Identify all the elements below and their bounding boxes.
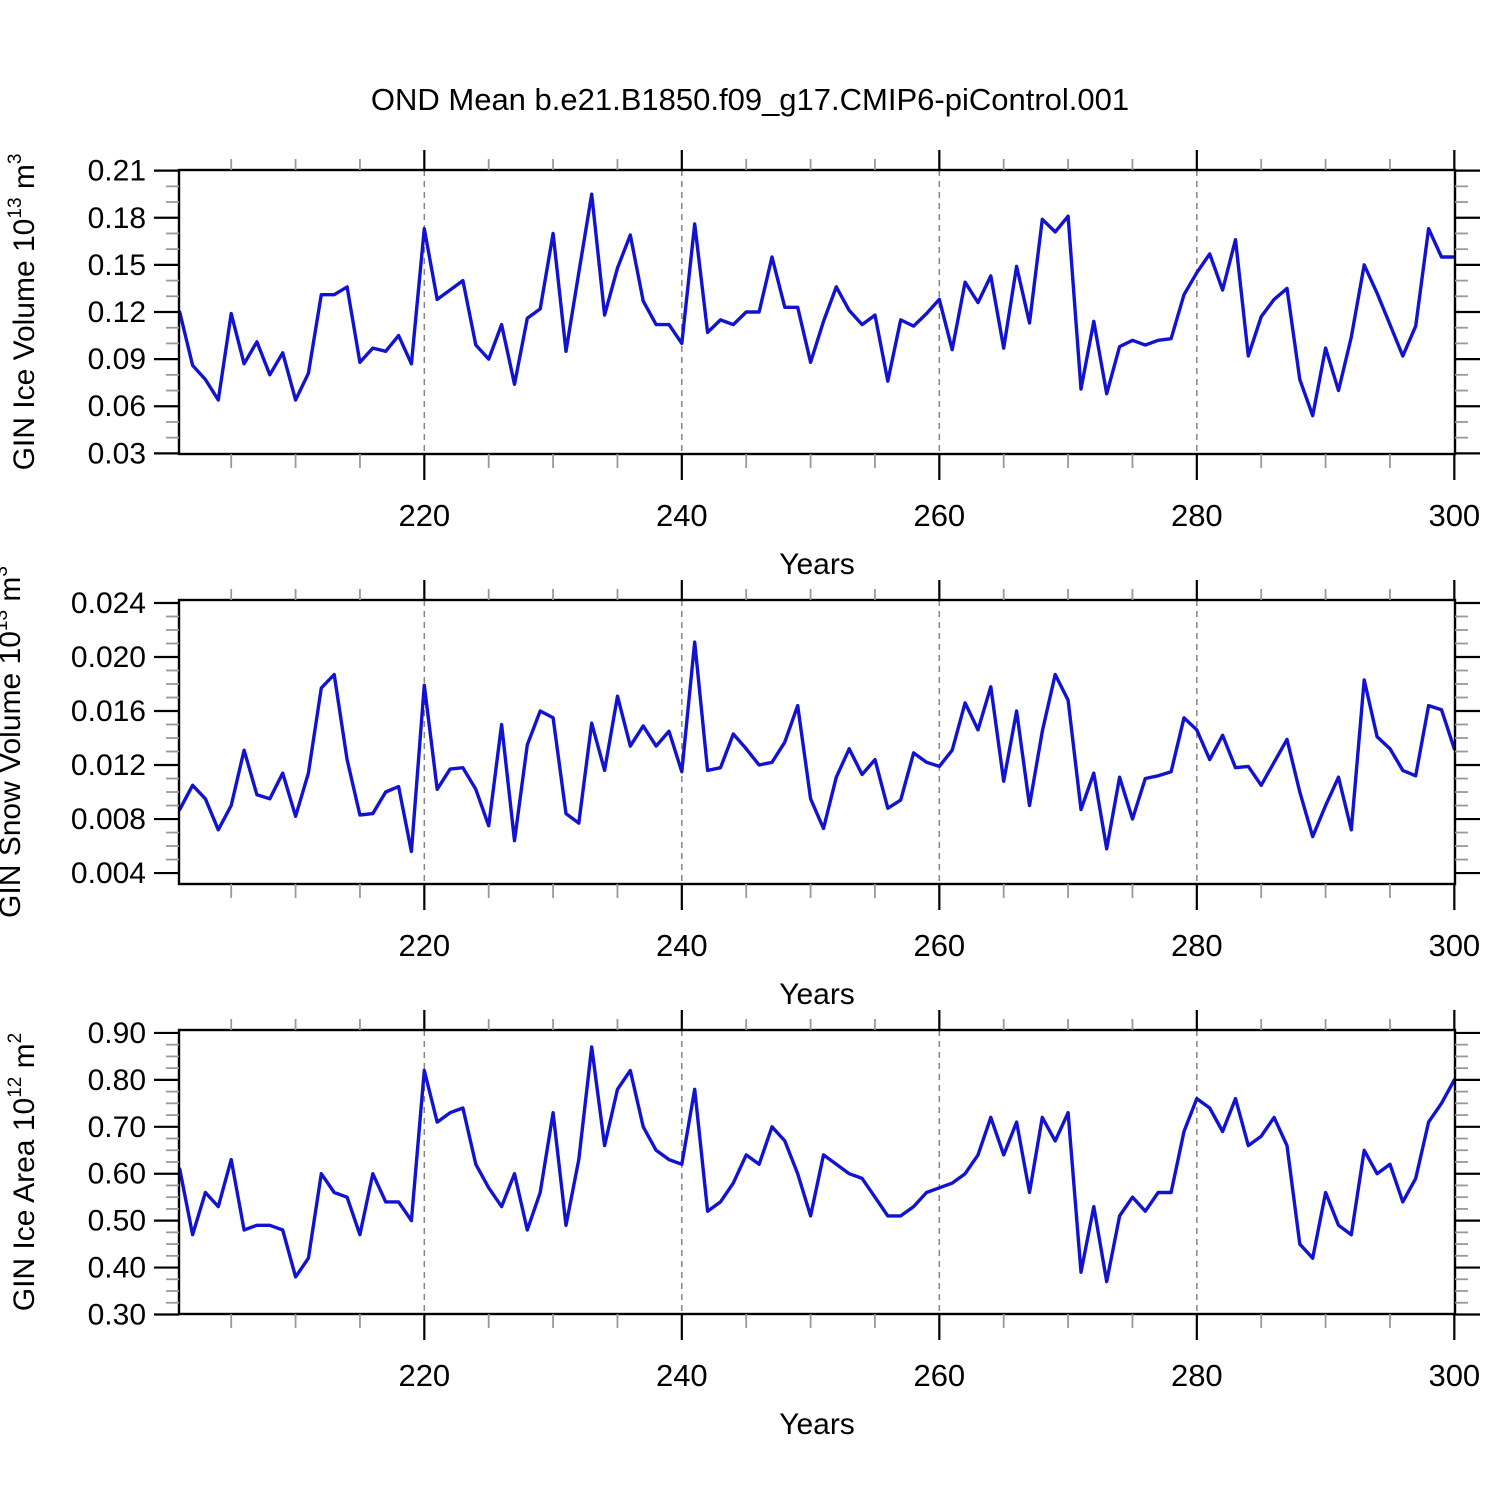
x-axis-label-panel3: Years — [779, 1408, 855, 1441]
x-tick-label: 220 — [398, 498, 450, 533]
data-line-gin-ice-volume — [177, 192, 1457, 418]
x-tick-label: 300 — [1428, 928, 1480, 963]
y-tick-label: 0.024 — [71, 587, 146, 620]
y-tick-label: 0.15 — [88, 249, 146, 282]
y-tick-label: 0.40 — [88, 1252, 146, 1285]
x-tick-label: 260 — [913, 928, 965, 963]
y-tick-label: 0.03 — [88, 437, 146, 470]
y-tick-label: 0.09 — [88, 343, 146, 376]
panel-box — [177, 598, 1457, 886]
x-axis-label-panel1: Years — [779, 548, 855, 581]
x-tick-label: 280 — [1171, 498, 1223, 533]
y-tick-label: 0.70 — [88, 1111, 146, 1144]
y-tick-label: 0.012 — [71, 749, 146, 782]
x-tick-label: 260 — [913, 498, 965, 533]
x-tick-label: 300 — [1428, 1358, 1480, 1393]
y-tick-label: 0.12 — [88, 296, 146, 329]
y-tick-label: 0.016 — [71, 695, 146, 728]
y-tick-label: 0.004 — [71, 857, 146, 890]
y-tick-label: 0.18 — [88, 202, 146, 235]
y-axis-label: GIN Snow Volume 1013 m3 — [0, 566, 27, 918]
panel-box — [177, 1028, 1457, 1316]
y-axis-label: GIN Ice Volume 1013 m3 — [5, 154, 41, 471]
x-tick-label: 220 — [398, 1358, 450, 1393]
y-tick-label: 0.60 — [88, 1158, 146, 1191]
x-tick-label: 300 — [1428, 498, 1480, 533]
figure-title: OND Mean b.e21.B1850.f09_g17.CMIP6-piCon… — [370, 82, 1130, 117]
y-tick-label: 0.008 — [71, 803, 146, 836]
x-tick-label: 240 — [656, 1358, 708, 1393]
x-tick-label: 220 — [398, 928, 450, 963]
x-axis-label-panel2: Years — [779, 978, 855, 1011]
x-tick-label: 280 — [1171, 928, 1223, 963]
y-tick-label: 0.06 — [88, 390, 146, 423]
y-tick-label: 0.020 — [71, 641, 146, 674]
y-axis-label: GIN Ice Area 1012 m2 — [5, 1033, 41, 1312]
data-line-gin-snow-volume — [177, 640, 1457, 854]
x-tick-label: 260 — [913, 1358, 965, 1393]
y-tick-label: 0.90 — [88, 1017, 146, 1050]
y-tick-label: 0.80 — [88, 1064, 146, 1097]
data-line-gin-ice-area — [177, 1045, 1457, 1284]
y-tick-label: 0.30 — [88, 1298, 146, 1331]
x-tick-label: 280 — [1171, 1358, 1223, 1393]
y-tick-label: 0.50 — [88, 1205, 146, 1238]
x-tick-label: 240 — [656, 498, 708, 533]
y-tick-label: 0.21 — [88, 155, 146, 188]
x-tick-label: 240 — [656, 928, 708, 963]
